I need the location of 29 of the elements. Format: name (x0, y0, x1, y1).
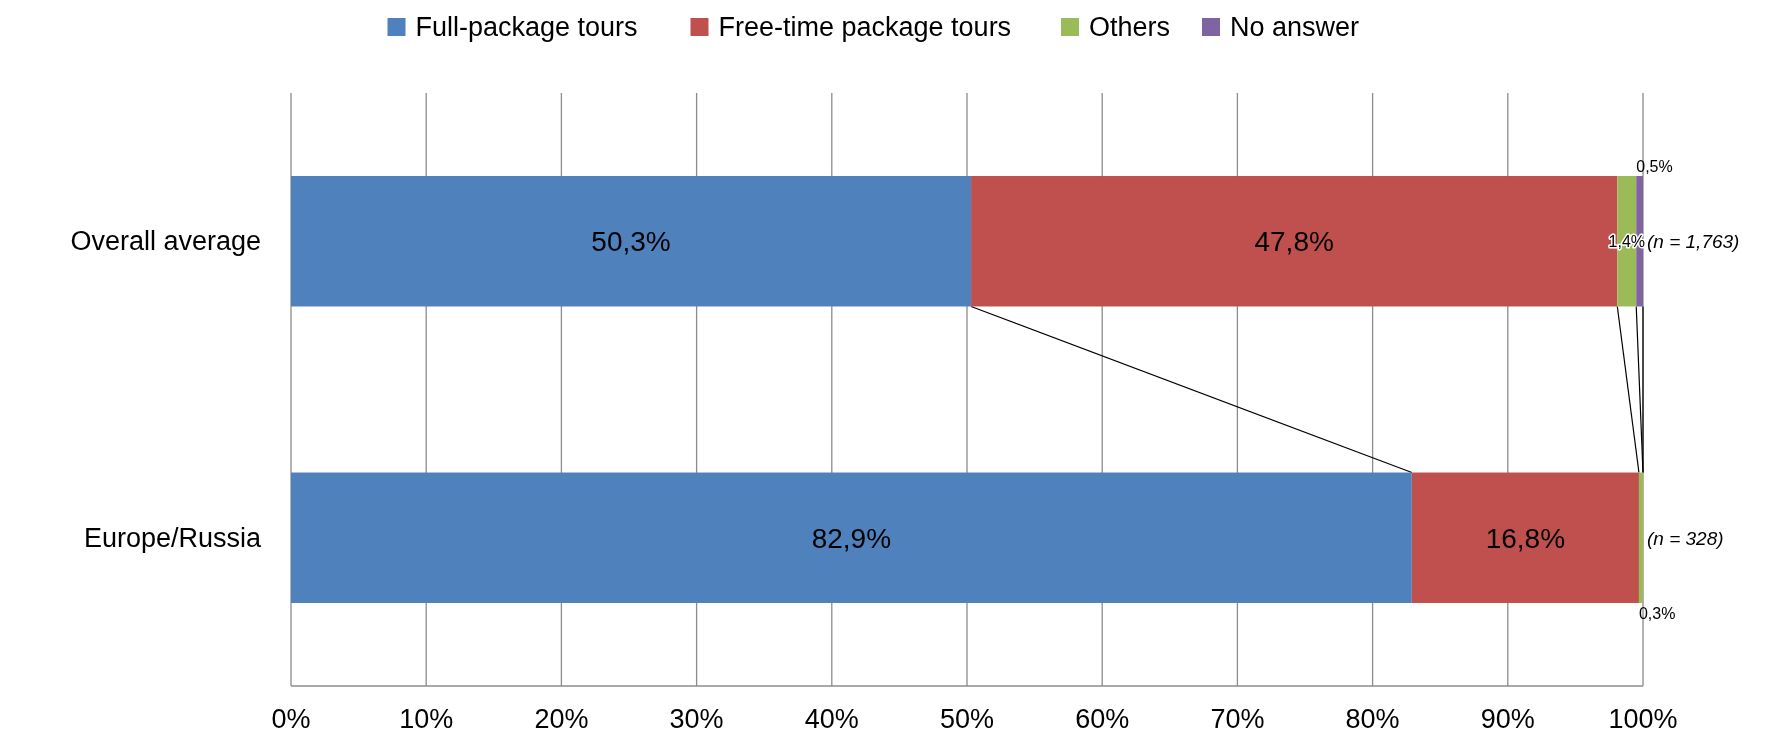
legend-label: Full-package tours (415, 12, 638, 42)
x-tick-label: 90% (1480, 704, 1535, 734)
y-tick-label: Europe/Russia (83, 522, 262, 553)
x-tick-label: 40% (804, 704, 859, 734)
x-tick-label: 80% (1345, 704, 1400, 734)
x-tick-label: 70% (1210, 704, 1265, 734)
bar (291, 472, 1412, 603)
data-label: 47,8% (1254, 226, 1334, 258)
legend-label: No answer (1230, 12, 1360, 42)
bar (291, 176, 972, 307)
data-label: 16,8% (1485, 522, 1566, 554)
x-tick-label: 100% (1608, 704, 1678, 734)
legend-label: Free-time package tours (718, 12, 1012, 42)
data-label: 82,9% (811, 522, 892, 554)
text: (n = 328) (1647, 527, 1724, 549)
x-tick-label: 10% (399, 704, 454, 734)
x-tick-label: 0% (271, 704, 311, 734)
y-tick-label: Overall average (70, 226, 261, 257)
legend-label: Others (1089, 12, 1171, 42)
bar (1638, 472, 1643, 603)
x-tick-label: 50% (939, 704, 995, 734)
text: (n = 1,763) (1647, 231, 1740, 253)
data-label: 0,5% (1636, 158, 1673, 176)
x-tick-label: 20% (534, 704, 589, 734)
data-label: 0,3% (1638, 604, 1676, 622)
bar (1411, 472, 1639, 603)
x-tick-label: 30% (669, 704, 724, 734)
x-tick-label: 60% (1075, 704, 1130, 734)
data-label: 50,3% (591, 226, 671, 258)
